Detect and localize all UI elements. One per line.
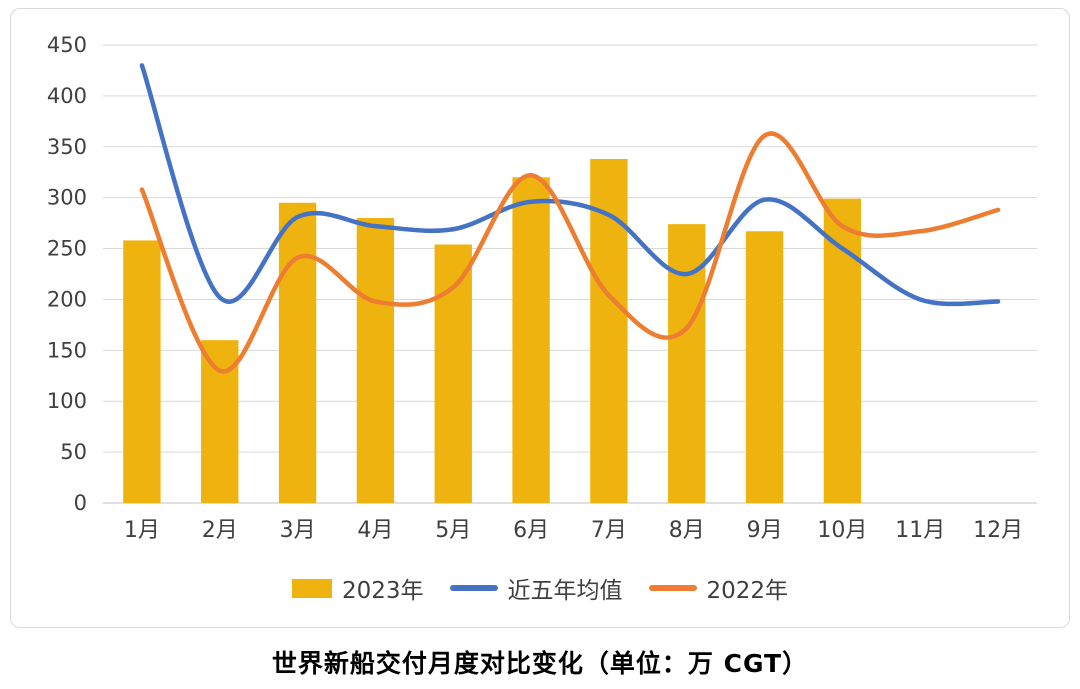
bar-2023年-9月 [745,231,784,503]
x-axis-tick-label: 1月 [124,518,160,543]
bar-2023年-4月 [356,218,395,503]
legend-item-5yr-avg: 近五年均值 [449,571,623,605]
x-axis-tick-label: 11月 [895,518,945,543]
y-axis-tick-label: 250 [47,237,87,261]
line-近五年均值 [139,63,1001,307]
x-axis-tick-label: 4月 [357,518,393,543]
legend-label-5yr-avg: 近五年均值 [507,578,623,604]
x-axis-tick-label: 6月 [513,518,549,543]
bar-2023年-10月 [823,198,862,503]
bar-2023年-1月 [123,240,161,503]
y-axis-tick-label: 100 [47,389,87,413]
y-axis-tick-label: 350 [47,135,87,159]
y-axis-tick-label: 400 [47,84,87,108]
x-axis-tick-label: 7月 [591,518,627,543]
chart-title: 世界新船交付月度对比变化（单位：万 CGT） [271,649,809,678]
legend-item-2022: 2022年 [648,571,789,605]
x-axis-tick-label: 8月 [669,518,705,543]
bar-2023年-3月 [278,202,317,503]
combo-chart: 0 50 100 150 200 250 300 350 400 450 1月 2月 3月 4月 5月 6月 7… [47,33,1037,543]
y-axis-tick-label: 50 [60,440,87,464]
x-axis-tick-label: 3月 [280,518,316,543]
x-axis-tick-label: 2月 [202,518,238,543]
y-axis-tick-label: 300 [47,186,87,210]
chart-card: 0 50 100 150 200 250 300 350 400 450 1月 2月 3月 4月 5月 6月 7… [10,8,1070,628]
legend-item-2023: 2023年 [291,571,424,605]
x-axis-tick-label: 9月 [747,518,783,543]
x-axis-tick-label: 10月 [817,518,867,543]
y-axis-tick-label: 450 [47,33,87,57]
y-axis-tick-label: 150 [47,338,87,362]
legend-swatch-bar-icon [291,578,332,598]
legend-swatch-orange-line-icon [648,585,697,591]
chart-legend: 2023年 近五年均值 2022年 [15,565,1065,611]
bar-2023年-5月 [434,244,472,504]
x-axis-tick-label: 12月 [973,518,1023,543]
y-axis-tick-label: 200 [47,287,87,311]
x-axis-tick-label: 5月 [435,518,471,543]
legend-label-2023: 2023年 [341,578,424,604]
y-axis-tick-label: 0 [74,491,87,515]
legend-label-2022: 2022年 [706,578,789,604]
bar-2023年-6月 [512,177,550,504]
line-2022年 [139,131,1001,374]
legend-swatch-blue-line-icon [449,585,498,591]
